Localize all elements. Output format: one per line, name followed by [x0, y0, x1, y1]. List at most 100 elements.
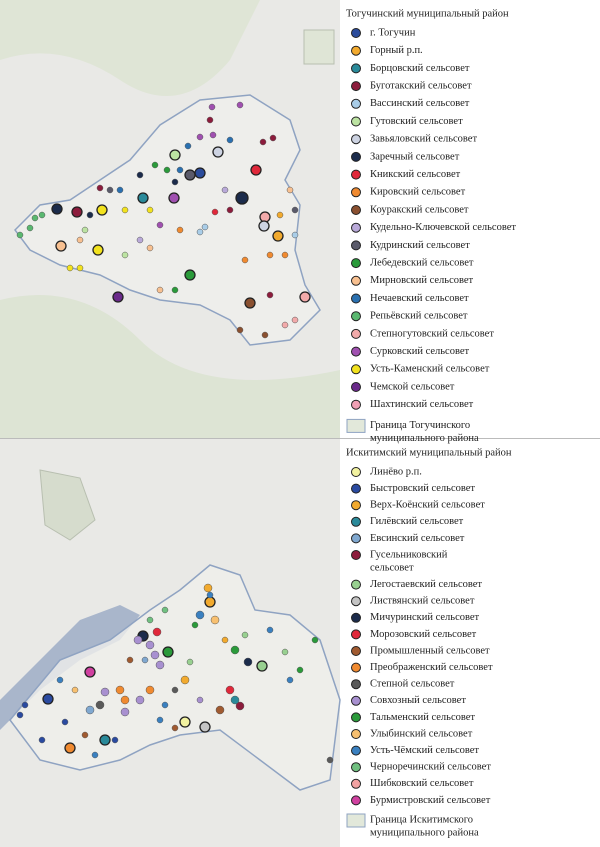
settlement-marker — [211, 208, 219, 216]
legend-marker — [351, 98, 361, 109]
legend-label: Кировский сельсовет — [370, 187, 466, 198]
legend-label: Верх-Коёнский сельсовет — [370, 500, 485, 511]
settlement-marker — [38, 211, 46, 219]
settlement-marker — [168, 192, 180, 204]
settlement-marker — [291, 231, 299, 239]
settlement-marker — [112, 291, 124, 303]
legend-marker — [351, 762, 361, 773]
legend-label: Кудринский сельсовет — [370, 240, 470, 251]
legend-label: Сурковский сельсовет — [370, 346, 470, 357]
legend-label: Легостаевский сельсовет — [370, 579, 482, 590]
settlement-marker — [133, 635, 143, 645]
legend-marker — [351, 646, 361, 656]
settlement-marker — [261, 331, 269, 339]
legend-label: Евсинский сельсовет — [370, 533, 465, 544]
legend-label: Борцовский сельсовет — [370, 63, 470, 74]
legend-label: Усть-Каменский сельсовет — [370, 364, 490, 375]
legend-label: Черноречинский сельсовет — [370, 762, 491, 773]
legend-label: Заречный сельсовет — [370, 151, 460, 162]
legend-marker — [351, 467, 361, 477]
settlement-marker — [38, 736, 46, 744]
terrain — [0, 295, 340, 438]
legend-label: Вассинский сельсовет — [370, 98, 470, 109]
legend-marker — [351, 612, 361, 623]
legend-marker — [351, 533, 361, 544]
settlement-marker — [150, 650, 160, 660]
settlement-marker — [206, 116, 214, 124]
settlement-marker — [111, 736, 119, 744]
settlement-marker — [136, 236, 144, 244]
legend-marker — [351, 712, 361, 723]
legend-marker — [351, 240, 361, 251]
settlement-marker — [206, 591, 214, 599]
legend-marker — [351, 169, 361, 180]
settlement-marker — [96, 204, 108, 216]
settlement-marker — [16, 711, 24, 719]
legend-marker — [351, 134, 361, 145]
district-boundary — [9, 564, 341, 791]
settlement-marker — [230, 645, 240, 655]
settlement-marker — [96, 184, 104, 192]
legend-label: Быстровский сельсовет — [370, 483, 475, 494]
legend-label: Буготакский сельсовет — [370, 81, 472, 92]
legend-label: Граница Тогучинского — [370, 420, 470, 431]
legend-marker — [351, 187, 361, 198]
settlement-marker — [145, 640, 155, 650]
legend-label: Чемской сельсовет — [370, 381, 455, 392]
settlement-marker — [195, 610, 205, 620]
settlement-marker — [241, 631, 249, 639]
settlement-marker — [179, 716, 191, 728]
legend-marker — [351, 778, 361, 789]
settlement-marker — [66, 264, 74, 272]
settlement-marker — [299, 291, 311, 303]
settlement-marker — [244, 297, 256, 309]
settlement-marker — [250, 164, 262, 176]
legend-label: Улыбинский сельсовет — [370, 728, 473, 739]
settlement-marker — [281, 321, 289, 329]
legend-label: Горный р.п. — [370, 45, 423, 56]
legend-label: Степногутовский сельсовет — [370, 328, 494, 339]
settlement-marker — [21, 701, 29, 709]
settlement-marker — [85, 705, 95, 715]
legend-marker — [351, 81, 361, 92]
legend-label: Тальменский сельсовет — [370, 712, 475, 723]
legend-label: Линёво р.п. — [370, 466, 422, 477]
legend-label: Морозовский сельсовет — [370, 629, 477, 640]
settlement-marker — [180, 675, 190, 685]
settlement-marker — [55, 240, 67, 252]
settlement-marker — [156, 221, 164, 229]
district-boundary — [14, 94, 321, 346]
settlement-marker — [191, 621, 199, 629]
settlement-marker — [26, 224, 34, 232]
legend-label: Бурмистровский сельсовет — [370, 795, 491, 806]
legend-title: Тогучинский муниципальный район — [346, 8, 509, 19]
settlement-marker — [259, 138, 267, 146]
settlement-marker — [272, 230, 284, 242]
settlement-marker — [212, 146, 224, 158]
settlement-marker — [184, 269, 196, 281]
settlement-marker — [81, 731, 89, 739]
legend-marker — [351, 205, 361, 215]
legend-marker — [351, 500, 361, 511]
settlement-marker — [209, 131, 217, 139]
settlement-marker — [95, 700, 105, 710]
legend-label: Усть-Чёмский сельсовет — [370, 745, 479, 756]
legend-marker — [351, 629, 361, 640]
legend-marker — [351, 483, 361, 494]
settlement-marker — [281, 648, 289, 656]
legend-label: Кникский сельсовет — [370, 169, 461, 180]
legend-label: Коуракский сельсовет — [370, 204, 469, 215]
settlement-marker — [226, 136, 234, 144]
settlement-marker — [199, 721, 211, 733]
settlement-marker — [71, 206, 83, 218]
settlement-marker — [126, 656, 134, 664]
settlement-marker — [235, 701, 245, 711]
settlement-marker — [156, 286, 164, 294]
legend-marker — [351, 579, 361, 590]
settlement-marker — [84, 666, 96, 678]
settlement-marker — [196, 133, 204, 141]
settlement-marker — [201, 223, 209, 231]
legend-label: Промышленный сельсовет — [370, 645, 490, 656]
settlement-marker — [161, 701, 169, 709]
settlement-marker — [169, 149, 181, 161]
